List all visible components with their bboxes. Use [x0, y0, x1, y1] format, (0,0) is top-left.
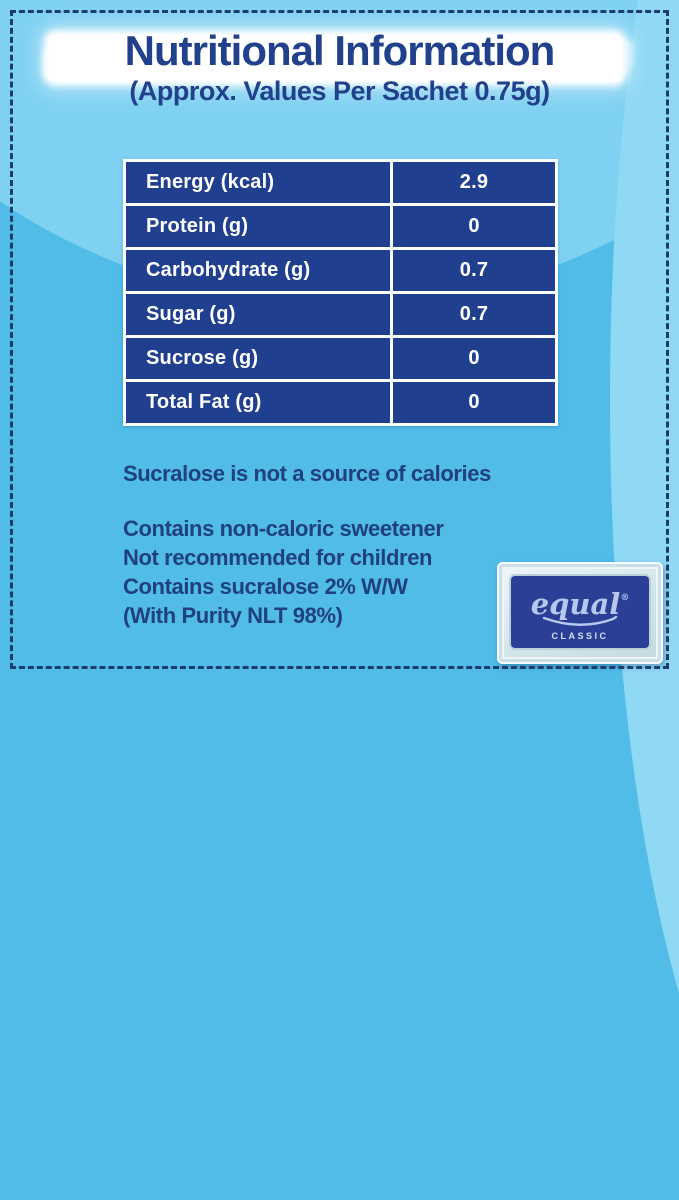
table-row-label: Sucrose (g) [126, 338, 390, 379]
sachet-panel: equal® CLASSIC [511, 576, 649, 648]
table-row-label: Carbohydrate (g) [126, 250, 390, 291]
title-brush-stroke [48, 34, 622, 82]
registered-trademark-icon: ® [620, 593, 630, 603]
calorie-note: Sucralose is not a source of calories [123, 461, 491, 486]
notes-paragraph: Contains non-caloric sweetener Not recom… [123, 514, 444, 630]
table-row-value: 0 [393, 338, 555, 379]
table-row-value: 0 [393, 206, 555, 247]
page-subtitle: (Approx. Values Per Sachet 0.75g) [129, 76, 550, 106]
equal-sachet: equal® CLASSIC [497, 562, 663, 664]
equal-logo: equal® [531, 585, 630, 619]
note-line: (With Purity NLT 98%) [123, 603, 343, 628]
equal-logo-text: equal [530, 587, 621, 621]
table-row-value: 0.7 [393, 250, 555, 291]
sachet-variant-label: CLASSIC [551, 631, 609, 641]
note-line: Not recommended for children [123, 545, 433, 570]
smile-swoosh-icon [542, 616, 618, 626]
table-row-label: Sugar (g) [126, 294, 390, 335]
table-row-value: 0 [393, 382, 555, 423]
table-row-label: Total Fat (g) [126, 382, 390, 423]
note-line: Contains non-caloric sweetener [123, 516, 444, 541]
table-row-label: Energy (kcal) [126, 162, 390, 203]
page-title: Nutritional Information [124, 27, 556, 74]
nutrition-table: Energy (kcal) 2.9 Protein (g) 0 Carbohyd… [123, 159, 558, 426]
table-row-value: 2.9 [393, 162, 555, 203]
table-row-label: Protein (g) [126, 206, 390, 247]
table-row-value: 0.7 [393, 294, 555, 335]
note-line: Contains sucralose 2% W/W [123, 574, 408, 599]
